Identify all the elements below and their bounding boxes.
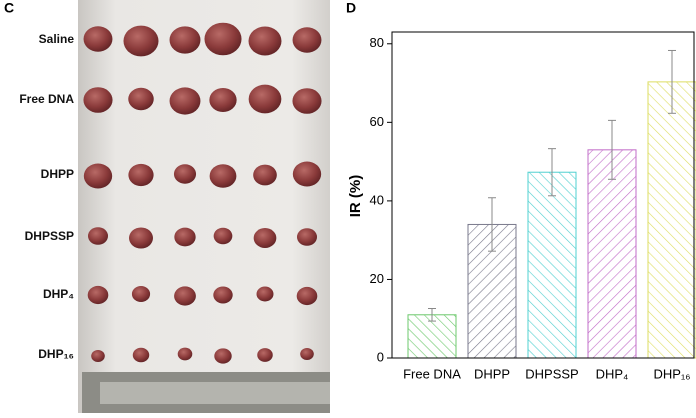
tumor: [169, 26, 201, 54]
tumor: [248, 84, 282, 114]
tumor: [128, 163, 154, 187]
row-label: DHPSSP: [25, 229, 74, 243]
row-label: Free DNA: [19, 92, 74, 106]
tumor: [83, 26, 113, 52]
tumor: [292, 27, 322, 53]
tumor: [214, 348, 232, 364]
tumor: [213, 227, 233, 245]
row-label: Saline: [39, 32, 75, 46]
tumor: [174, 286, 196, 306]
tumor: [256, 286, 274, 302]
y-tick-label: 60: [370, 114, 384, 129]
tumor: [128, 87, 154, 111]
tumor: [87, 285, 109, 305]
y-axis-title: IR (%): [347, 175, 364, 218]
row-label: DHPP: [41, 167, 74, 181]
tumor: [83, 163, 113, 189]
tumor: [253, 228, 277, 248]
tumor: [204, 22, 242, 56]
tumor: [129, 227, 153, 249]
tumor: [292, 161, 322, 187]
tumor: [253, 164, 277, 186]
tumor: [209, 164, 237, 188]
error-bar: [608, 119, 616, 180]
error-bar: [668, 49, 676, 114]
bar: [407, 314, 457, 359]
y-tick-label: 40: [370, 192, 384, 207]
tumor: [132, 347, 150, 363]
tumor: [123, 25, 159, 57]
row-label: DHP₄: [43, 287, 74, 301]
y-tick-label: 0: [377, 349, 384, 364]
x-tick-label: DHP₄: [596, 366, 629, 381]
tumor: [300, 348, 314, 360]
bar: [587, 149, 637, 359]
tumor: [173, 164, 197, 184]
error-bar: [548, 148, 556, 197]
x-tick-label: DHPP: [474, 366, 510, 381]
bar: [647, 81, 696, 359]
tumor: [213, 286, 233, 304]
tumor: [91, 350, 105, 362]
panel-label: C: [4, 0, 14, 16]
y-tick-label: 80: [370, 35, 384, 50]
tumor: [296, 228, 318, 246]
error-bar: [428, 308, 436, 322]
tumor: [296, 286, 318, 306]
panel-label: D: [346, 0, 356, 16]
tumor: [131, 285, 151, 303]
x-tick-label: DHP₁₆: [653, 366, 690, 381]
tumor: [177, 347, 193, 361]
tumor: [292, 88, 322, 114]
x-tick-label: DHPSSP: [525, 366, 578, 381]
y-tick-label: 20: [370, 271, 384, 286]
tumor: [257, 348, 273, 362]
ruler-scale: [100, 382, 330, 404]
photo: [78, 0, 330, 413]
row-label: DHP₁₆: [38, 347, 74, 361]
tumor: [174, 227, 196, 247]
tumor: [83, 87, 113, 113]
photo-labels: Saline Free DNA DHPP DHPSSP DHP₄ DHP₁₆: [19, 32, 74, 361]
bar: [527, 171, 577, 359]
tumor: [169, 87, 201, 115]
tumors: [83, 22, 322, 364]
tumor: [209, 87, 237, 113]
plot-frame: [391, 31, 695, 359]
tumor: [87, 227, 109, 245]
x-tick-label: Free DNA: [403, 366, 461, 381]
error-bar: [488, 197, 496, 252]
tumor: [248, 26, 282, 56]
